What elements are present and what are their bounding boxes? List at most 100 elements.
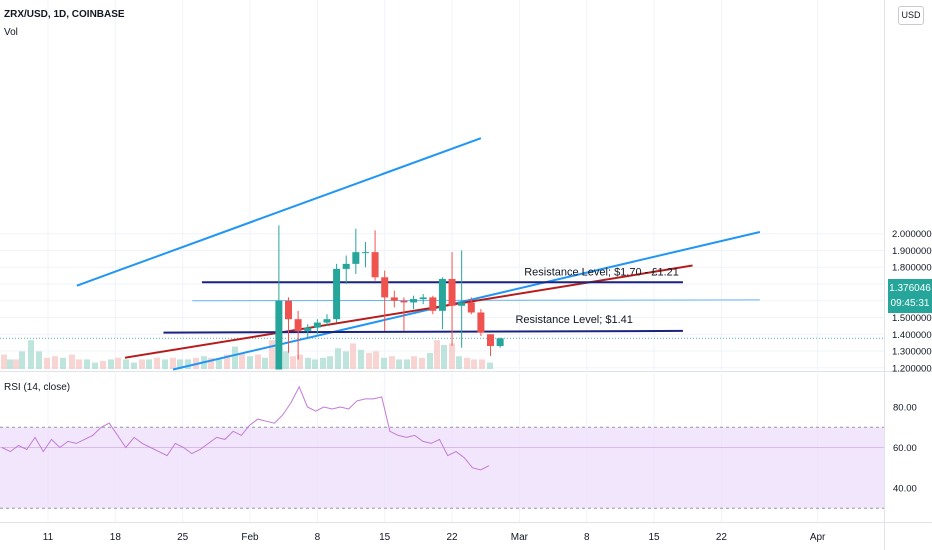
price-tick-label: 1.800000	[892, 263, 932, 274]
volume-bar	[69, 354, 75, 369]
candle-body	[275, 300, 283, 370]
volume-bar	[269, 340, 275, 369]
rsi-line	[1, 385, 490, 471]
volume-bar	[239, 353, 245, 369]
time-tick-label: 8	[584, 532, 590, 543]
candle-body	[410, 299, 418, 303]
currency-button[interactable]: USD	[898, 6, 924, 25]
resistance-label-lower: Resistance Level; $1.41	[515, 314, 632, 326]
volume-bar	[28, 340, 34, 369]
time-tick-label: 22	[716, 532, 728, 543]
volume-bar	[139, 359, 145, 369]
rsi-tick-label: 60.00	[893, 443, 917, 454]
volume-bar	[131, 362, 137, 369]
volume-bar	[208, 357, 214, 369]
candle-body	[390, 297, 398, 301]
volume-bar	[100, 361, 106, 369]
candle-body	[458, 302, 466, 306]
volume-bar	[108, 359, 114, 369]
volume-bar	[358, 349, 364, 369]
candle-body	[285, 300, 292, 320]
volume-bar	[44, 357, 50, 369]
volume-bar	[320, 357, 326, 369]
rsi-panel: 80.00 60.00 40.00	[0, 385, 917, 509]
volume-bar	[479, 359, 485, 369]
rsi-label[interactable]: RSI (14, close)	[4, 382, 71, 393]
candle-body	[400, 300, 408, 303]
price-tick-label: 1.200000	[892, 363, 932, 374]
drawing-tools[interactable]: Resistance Level; $1.70 - £1.21 Resistanc…	[76, 137, 761, 371]
volume-bar	[419, 357, 425, 369]
symbol-title[interactable]: ZRX/USD, 1D, COINBASE	[4, 9, 125, 20]
candle-body	[323, 319, 331, 323]
candle-body	[448, 278, 456, 306]
rsi-tick-label: 80.00	[893, 403, 917, 414]
volume-label[interactable]: Vol	[4, 27, 18, 38]
candle-body	[467, 302, 475, 313]
price-tick-label: 1.300000	[892, 347, 932, 358]
volume-bar	[373, 351, 379, 369]
candle-body	[381, 277, 389, 298]
resistance-label-upper: Resistance Level; $1.70 - £1.21	[524, 266, 679, 278]
channel-mid-line	[124, 264, 693, 359]
volume-bar	[92, 362, 98, 369]
time-tick-label: 22	[446, 532, 458, 543]
volume-bar	[411, 356, 417, 369]
volume-bar	[449, 343, 455, 369]
rsi-tick-label: 40.00	[893, 484, 917, 495]
volume-bar	[471, 359, 477, 369]
volume-bar	[381, 357, 387, 369]
resistance-line-lower	[163, 329, 683, 334]
candle-body	[419, 297, 427, 300]
volume-bar	[305, 357, 311, 369]
volume-bar	[13, 359, 19, 369]
volume-bar	[123, 359, 129, 369]
volume-bar	[177, 359, 183, 369]
volume-bar	[262, 357, 268, 369]
candle-body	[294, 319, 302, 331]
current-price-tag: 1.376046 09:45:31	[888, 279, 932, 313]
time-axis[interactable]: 11 18 25 Feb 8 15 22 Mar 8 15 22 Apr	[43, 532, 826, 543]
time-tick-label: 18	[110, 532, 122, 543]
volume-bar	[146, 359, 152, 369]
volume-bar	[154, 357, 160, 369]
volume-bar	[389, 356, 395, 369]
volume-bar	[427, 353, 433, 369]
volume-bar	[487, 362, 493, 369]
volume-bar	[343, 351, 349, 369]
time-tick-label: Apr	[810, 532, 826, 543]
volume-bar	[434, 340, 440, 369]
volume-bar	[350, 343, 356, 369]
countdown-timer: 09:45:31	[890, 298, 930, 309]
candle-body	[313, 322, 321, 328]
volume-bar	[170, 357, 176, 369]
time-tick-label: 11	[43, 532, 54, 543]
candle-body	[487, 334, 495, 347]
price-tick-label: 2.000000	[892, 229, 932, 240]
rsi-band	[0, 427, 884, 509]
time-tick-label: Mar	[511, 532, 529, 543]
volume-bar	[19, 351, 25, 369]
candle-body	[429, 297, 437, 311]
volume-bar	[464, 357, 470, 369]
volume-bar	[396, 359, 402, 369]
volume-bar	[7, 359, 13, 369]
price-tick-label: 1.400000	[892, 330, 932, 341]
volume-bar	[283, 351, 289, 369]
time-tick-label: 15	[648, 532, 660, 543]
candle-body	[438, 278, 446, 311]
volume-bar	[255, 354, 261, 369]
candle-body	[304, 327, 312, 331]
volume-bar	[115, 357, 121, 369]
volume-bar	[327, 356, 333, 369]
volume-bars	[1, 340, 493, 369]
volume-bar	[52, 356, 58, 369]
channel-lower-line	[172, 231, 761, 371]
volume-bar	[335, 348, 341, 369]
volume-bar	[224, 354, 230, 369]
volume-bar	[216, 359, 222, 369]
volume-bar	[290, 356, 296, 369]
candle-body	[361, 252, 369, 254]
